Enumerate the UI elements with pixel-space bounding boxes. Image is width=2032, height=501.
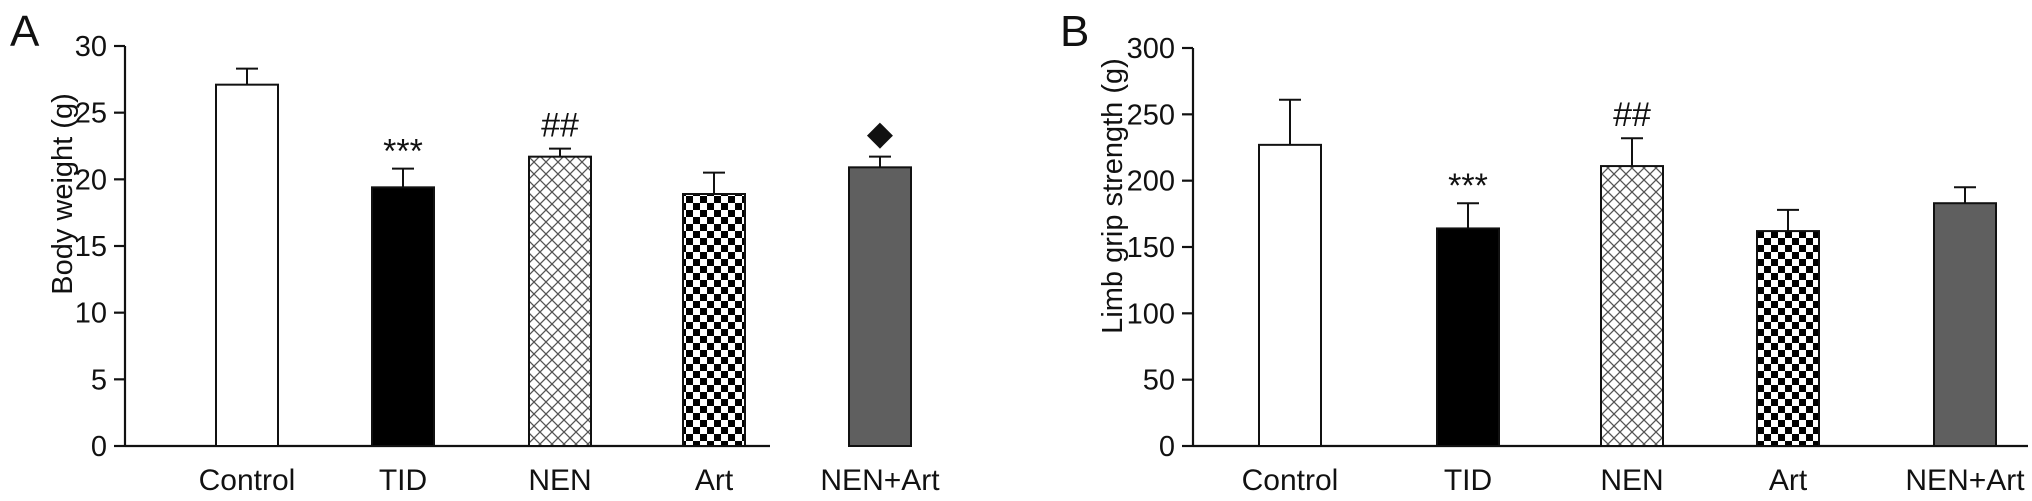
x-tick-label: Art bbox=[695, 464, 734, 497]
y-tick-label: 150 bbox=[1127, 232, 1175, 264]
x-tick-label: NEN bbox=[1600, 464, 1663, 497]
bar-nen-art bbox=[1933, 202, 1997, 447]
y-tick-label: 10 bbox=[75, 298, 107, 330]
x-tick-label: Control bbox=[199, 464, 296, 497]
panel-a-marks: 0 5 10 15 20 25 30 Control TID *** NEN ## Art NEN+Art… bbox=[75, 31, 941, 497]
y-tick-label: 5 bbox=[91, 364, 107, 396]
x-tick-label: NEN bbox=[528, 464, 591, 497]
y-tick-label: 300 bbox=[1127, 33, 1175, 65]
bar-nen-art bbox=[848, 166, 912, 447]
y-axis-label-a: Body weight (g) bbox=[47, 93, 79, 295]
x-tick-label: Control bbox=[1242, 464, 1339, 497]
x-tick-label: NEN+Art bbox=[1905, 464, 2025, 497]
significance-marker: ## bbox=[541, 107, 579, 145]
y-tick-label: 25 bbox=[75, 98, 107, 130]
bar-nen bbox=[528, 155, 592, 448]
significance-marker: ## bbox=[1613, 96, 1651, 134]
significance-marker: *** bbox=[383, 133, 423, 171]
y-tick-label: 50 bbox=[1143, 365, 1175, 397]
bar-art bbox=[682, 193, 746, 447]
y-tick-label: 0 bbox=[1159, 431, 1175, 463]
panel-letter-a: A bbox=[10, 7, 40, 56]
y-tick-label: 250 bbox=[1127, 99, 1175, 131]
y-tick-label: 20 bbox=[75, 164, 107, 196]
significance-marker: ◆ bbox=[867, 115, 894, 153]
x-tick-label: TID bbox=[1444, 464, 1492, 497]
panel-b-marks: 0 50 100 150 200 250 300 Control TID *** NEN ## Art N… bbox=[1127, 33, 2028, 497]
x-tick-label: NEN+Art bbox=[820, 464, 940, 497]
panel-b: B Limb grip strength (g) 0 50 100 150 200 250… bbox=[1060, 7, 2028, 497]
bar-control bbox=[215, 83, 279, 448]
bar-control bbox=[1258, 143, 1322, 447]
bar-tid bbox=[1436, 227, 1500, 447]
significance-marker: *** bbox=[1448, 167, 1488, 205]
y-tick-label: 15 bbox=[75, 231, 107, 263]
panel-a: A Body weight (g) 0 5 10 15 20 25 30 Control TID… bbox=[10, 7, 940, 497]
y-tick-label: 100 bbox=[1127, 298, 1175, 330]
x-tick-label: Art bbox=[1769, 464, 1808, 497]
y-tick-label: 30 bbox=[75, 31, 107, 63]
y-tick-label: 200 bbox=[1127, 166, 1175, 198]
y-tick-label: 0 bbox=[91, 431, 107, 463]
x-tick-label: TID bbox=[379, 464, 427, 497]
y-axis-label-b: Limb grip strength (g) bbox=[1097, 58, 1129, 334]
bar-tid bbox=[371, 186, 435, 447]
panel-letter-b: B bbox=[1060, 7, 1089, 56]
bar-art bbox=[1756, 230, 1820, 447]
bar-nen bbox=[1600, 165, 1664, 447]
